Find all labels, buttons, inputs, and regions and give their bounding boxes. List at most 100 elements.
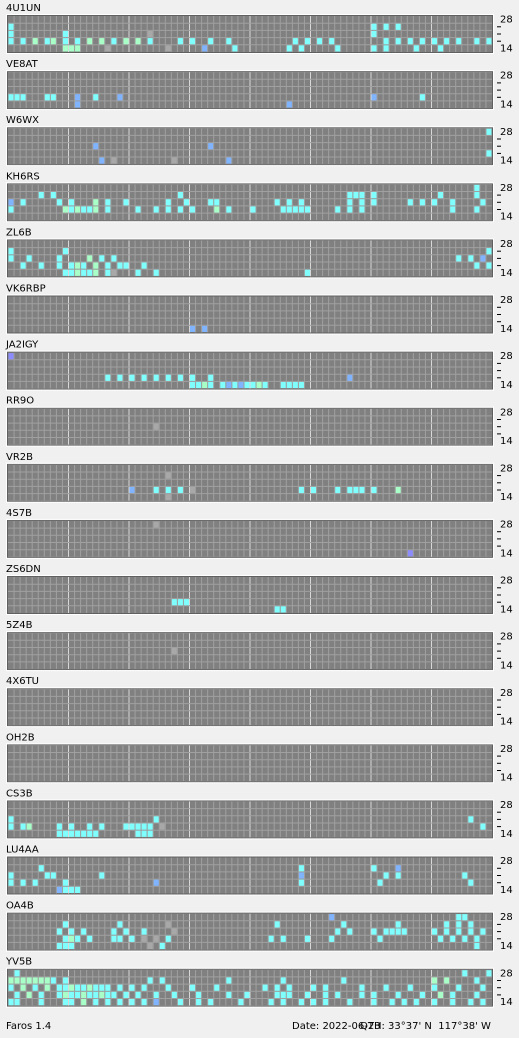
grid-frame (7, 912, 493, 951)
hit-cell (117, 921, 123, 928)
hit-cell (450, 935, 456, 942)
hit-cell (44, 38, 50, 45)
hit-cell (75, 38, 81, 45)
hit-cell (183, 199, 189, 206)
hit-cell (75, 935, 81, 942)
hit-cell (20, 984, 26, 991)
hit-cell (383, 45, 389, 52)
station-name: VR2B (6, 452, 33, 463)
hit-cell (62, 879, 68, 886)
station-name: YV5B (5, 957, 32, 968)
hit-cell (456, 984, 462, 991)
hit-cell (26, 991, 32, 998)
hit-cell (75, 984, 81, 991)
hit-cell (38, 999, 44, 1006)
hit-cell (8, 206, 14, 213)
grid-frame (7, 519, 493, 558)
hit-cell (87, 206, 93, 213)
hit-cell (268, 999, 274, 1006)
hit-cell (62, 45, 68, 52)
hit-cell (177, 999, 183, 1006)
hit-cell (202, 45, 208, 52)
hit-cell (335, 45, 341, 52)
hit-cell (407, 38, 413, 45)
hit-cell (81, 206, 87, 213)
band-label-bottom: 14 (500, 436, 513, 447)
hit-cell (69, 262, 75, 269)
band-label-bottom: 14 (500, 604, 513, 615)
grid-frame (7, 800, 493, 839)
hit-cell (87, 991, 93, 998)
grid-frame-light (6, 126, 494, 167)
band-label-bottom: 14 (500, 717, 513, 728)
station-name: JA2IGY (5, 340, 39, 351)
hit-cell (341, 921, 347, 928)
grid-frame-light (6, 911, 494, 952)
hit-cell (135, 38, 141, 45)
hit-cell (438, 935, 444, 942)
hit-cell (111, 38, 117, 45)
hit-cell (81, 830, 87, 837)
hit-cell (147, 823, 153, 830)
hit-cell (171, 991, 177, 998)
hit-cell (159, 823, 165, 830)
hit-cell (62, 977, 68, 984)
hit-cell (468, 816, 474, 823)
hit-cell (123, 991, 129, 998)
hit-cell (256, 381, 262, 389)
grid-frame-light (6, 350, 494, 391)
hit-cell (371, 23, 377, 30)
hit-cell (395, 921, 401, 928)
hit-cell (62, 991, 68, 998)
hit-cell (56, 942, 62, 950)
hit-cell (153, 521, 159, 528)
hit-cell (75, 206, 81, 213)
hit-cell (474, 991, 480, 998)
hit-cell (220, 381, 226, 389)
station-name: 5Z4B (6, 620, 33, 631)
hit-cell (81, 269, 87, 276)
band-label-top: 28 (500, 688, 513, 699)
hit-cell (69, 942, 75, 950)
hit-cell (456, 928, 462, 935)
hit-cell (190, 374, 196, 381)
hit-cell (62, 984, 68, 991)
hit-cell (153, 486, 159, 494)
band-label-top: 28 (500, 912, 513, 923)
hit-cell (153, 991, 159, 998)
hit-cell (8, 38, 14, 45)
hit-cell (395, 23, 401, 30)
hit-cell (250, 381, 256, 389)
band-label-bottom: 14 (500, 661, 513, 672)
hit-cell (480, 999, 486, 1006)
hit-cell (444, 921, 450, 928)
hit-cell (280, 999, 286, 1006)
hit-cell (395, 991, 401, 998)
hit-cell (208, 199, 214, 206)
grid-frame (7, 407, 493, 446)
hit-cell (359, 486, 365, 494)
hit-cell (407, 199, 413, 206)
hit-cell (177, 38, 183, 45)
hit-cell (141, 935, 147, 942)
hit-cell (407, 984, 413, 991)
hit-cell (177, 486, 183, 494)
hit-cell (208, 381, 214, 389)
hit-cell (81, 928, 87, 935)
hit-cell (26, 823, 32, 830)
hit-cell (123, 262, 129, 269)
hit-cell (8, 816, 14, 823)
hit-cell (208, 38, 214, 45)
hit-cell (329, 38, 335, 45)
hit-cell (129, 935, 135, 942)
hit-cell (44, 872, 50, 879)
hit-cell (474, 192, 480, 199)
hit-cell (105, 206, 111, 213)
hit-cell (111, 935, 117, 942)
hit-cell (311, 999, 317, 1006)
hit-cell (14, 970, 20, 977)
hit-cell (38, 977, 44, 984)
hit-cell (353, 486, 359, 494)
hit-cell (153, 999, 159, 1006)
hit-cell (147, 977, 153, 984)
